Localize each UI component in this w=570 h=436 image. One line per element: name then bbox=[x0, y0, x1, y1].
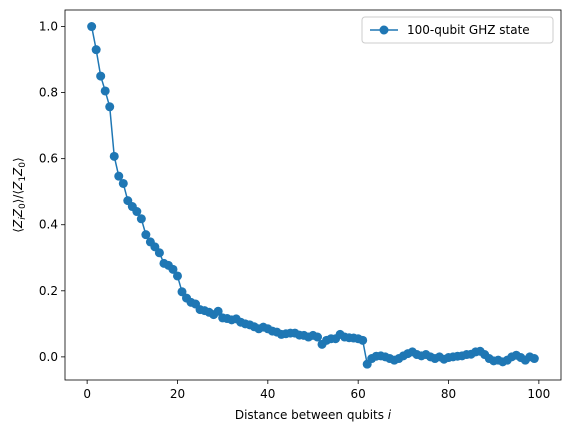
x-axis-label-text: Distance between qubits bbox=[235, 408, 388, 422]
plot-area bbox=[87, 22, 539, 369]
data-point bbox=[529, 354, 539, 364]
y-axis-label: ⟨ZiZ0⟩/⟨Z1Z0⟩ bbox=[11, 157, 28, 232]
data-point bbox=[91, 45, 101, 55]
data-point bbox=[109, 151, 119, 161]
x-axis-label-var: i bbox=[388, 408, 392, 422]
data-point bbox=[118, 178, 128, 188]
legend-marker bbox=[379, 25, 389, 35]
data-point bbox=[114, 171, 124, 181]
axes-frame bbox=[64, 9, 562, 381]
data-point bbox=[213, 306, 223, 316]
x-tick-label: 80 bbox=[441, 387, 456, 401]
legend-box bbox=[361, 16, 554, 44]
data-point bbox=[168, 264, 178, 274]
data-point bbox=[358, 335, 368, 345]
data-point bbox=[154, 248, 164, 258]
data-point bbox=[100, 86, 110, 96]
y-tick-label: 0.8 bbox=[39, 86, 58, 100]
x-tick-label: 40 bbox=[260, 387, 275, 401]
data-point bbox=[177, 287, 187, 297]
y-tick-label: 1.0 bbox=[39, 20, 58, 34]
data-point bbox=[172, 271, 182, 281]
x-tick-label: 20 bbox=[170, 387, 185, 401]
x-tick-label: 60 bbox=[351, 387, 366, 401]
y-axis-ticks: 0.0 0.2 0.4 0.6 0.8 1.0 bbox=[39, 20, 65, 364]
y-tick-label: 0.2 bbox=[39, 284, 58, 298]
series-line bbox=[90, 26, 535, 365]
legend: 100-qubit GHZ state bbox=[361, 16, 554, 44]
data-point bbox=[136, 214, 146, 224]
x-axis-label: Distance between qubits i bbox=[235, 408, 392, 422]
y-tick-label: 0.6 bbox=[39, 152, 58, 166]
y-tick-label: 0.0 bbox=[39, 350, 58, 364]
data-point bbox=[87, 22, 97, 32]
legend-label: 100-qubit GHZ state bbox=[407, 23, 530, 37]
data-point bbox=[105, 102, 115, 112]
x-tick-label: 0 bbox=[83, 387, 91, 401]
data-point bbox=[96, 71, 106, 81]
data-point bbox=[141, 230, 151, 240]
data-point bbox=[132, 207, 142, 217]
data-point bbox=[313, 332, 323, 342]
y-tick-label: 0.4 bbox=[39, 218, 58, 232]
x-tick-label: 100 bbox=[527, 387, 550, 401]
x-axis-ticks: 0 20 40 60 80 100 bbox=[83, 380, 550, 401]
